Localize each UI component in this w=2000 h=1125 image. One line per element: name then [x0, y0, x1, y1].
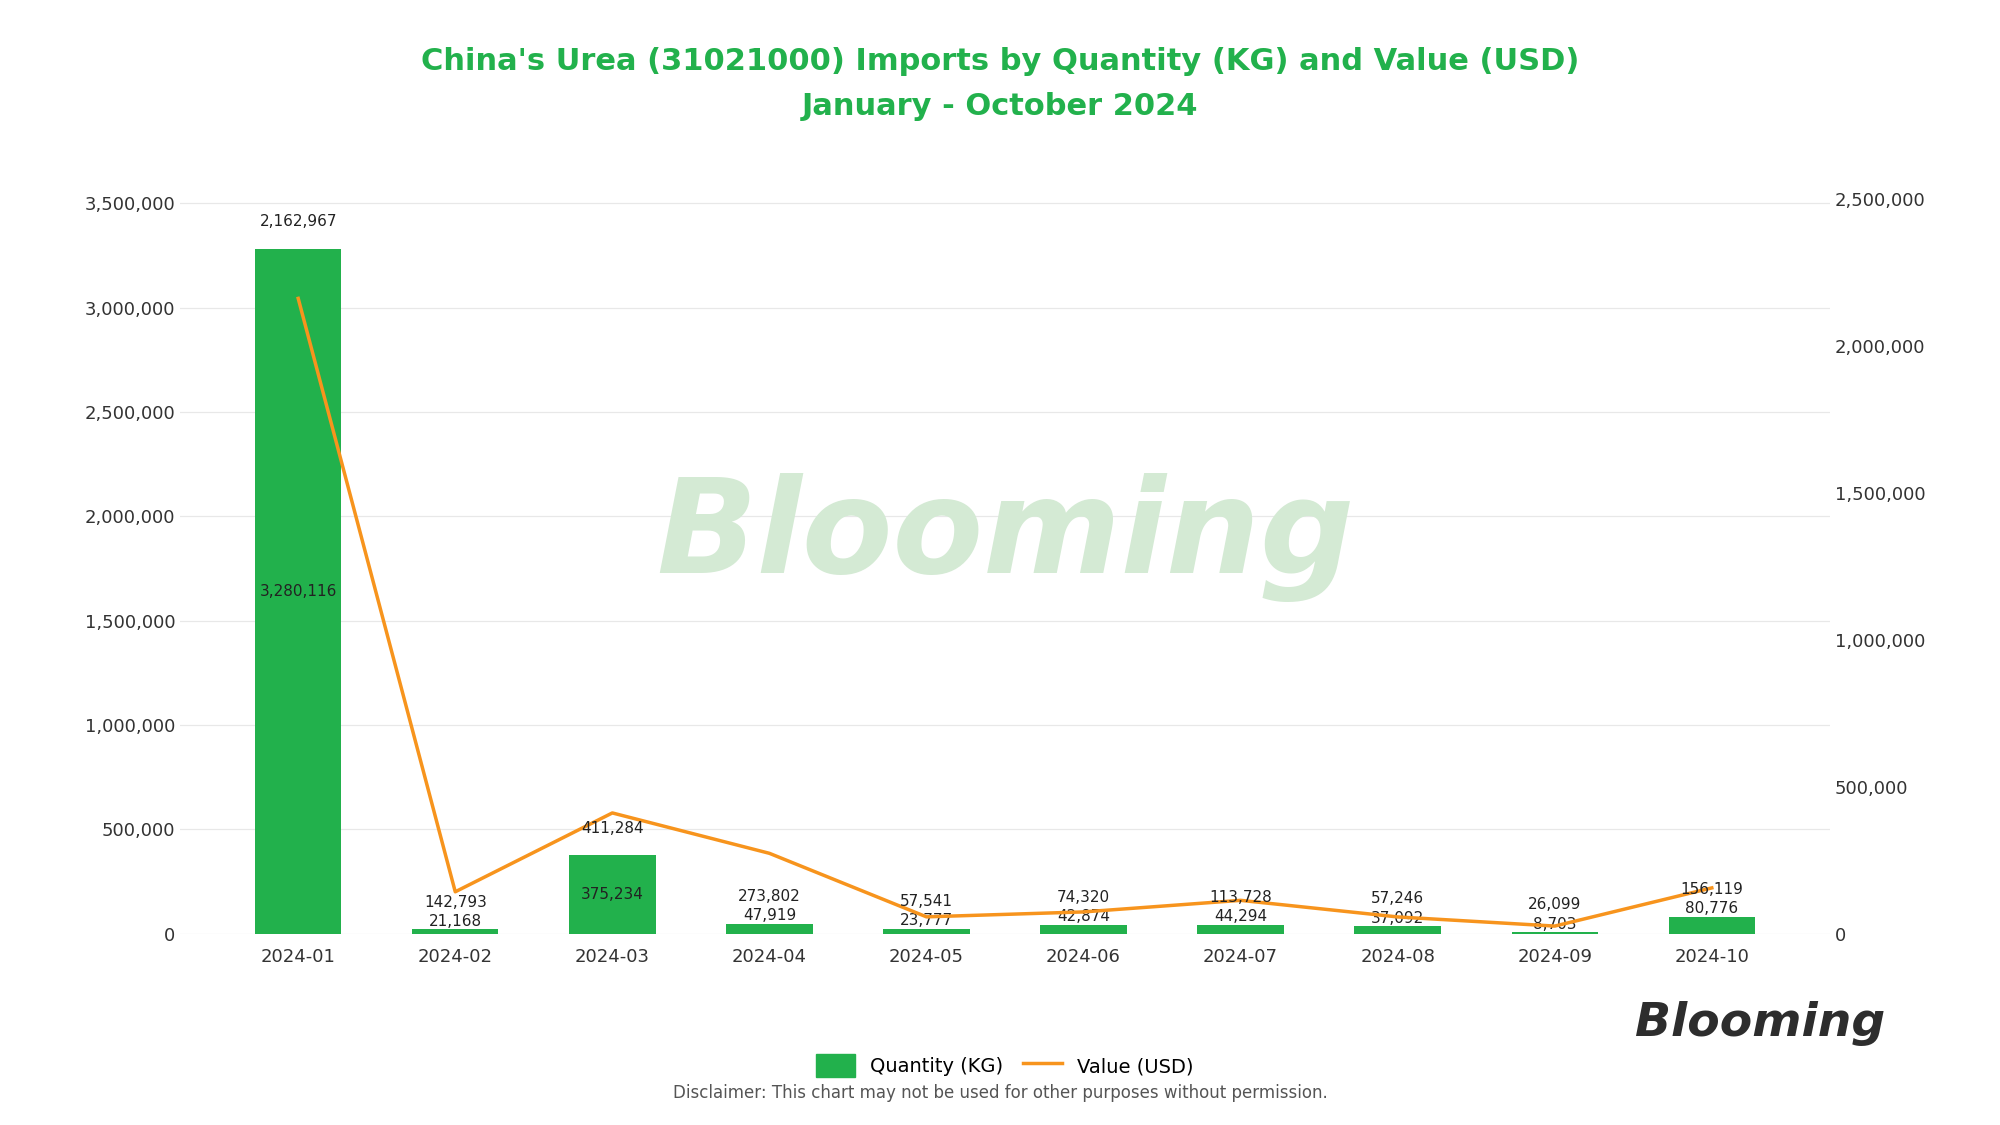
Text: 8,703: 8,703: [1532, 917, 1576, 931]
Text: 26,099: 26,099: [1528, 897, 1582, 912]
Text: 80,776: 80,776: [1686, 901, 1738, 917]
Legend: Quantity (KG), Value (USD): Quantity (KG), Value (USD): [808, 1046, 1202, 1084]
Text: 37,092: 37,092: [1372, 910, 1424, 926]
Text: 3,280,116: 3,280,116: [260, 584, 336, 598]
Bar: [1198, 925, 1284, 934]
Text: 23,777: 23,777: [900, 914, 954, 928]
Bar: [570, 855, 656, 934]
Text: Blooming: Blooming: [1634, 1001, 1886, 1046]
Bar: [412, 929, 498, 934]
Text: Blooming: Blooming: [656, 472, 1354, 602]
Text: 375,234: 375,234: [580, 888, 644, 902]
Text: January - October 2024: January - October 2024: [802, 92, 1198, 122]
Bar: [256, 249, 342, 934]
Text: 156,119: 156,119: [1680, 882, 1744, 897]
Text: 21,168: 21,168: [428, 914, 482, 929]
Text: China's Urea (31021000) Imports by Quantity (KG) and Value (USD): China's Urea (31021000) Imports by Quant…: [420, 47, 1580, 76]
Bar: [1040, 925, 1126, 934]
Bar: [1354, 926, 1440, 934]
Text: 411,284: 411,284: [582, 820, 644, 836]
Text: 2,162,967: 2,162,967: [260, 214, 336, 229]
Text: 44,294: 44,294: [1214, 909, 1268, 924]
Text: 57,541: 57,541: [900, 894, 952, 909]
Text: 47,919: 47,919: [742, 908, 796, 924]
Bar: [884, 929, 970, 934]
Text: 142,793: 142,793: [424, 894, 486, 909]
Bar: [726, 924, 812, 934]
Bar: [1668, 917, 1756, 934]
Text: 42,874: 42,874: [1058, 909, 1110, 925]
Text: 113,728: 113,728: [1210, 890, 1272, 904]
Text: 57,246: 57,246: [1372, 891, 1424, 906]
Text: 273,802: 273,802: [738, 889, 800, 903]
Text: 74,320: 74,320: [1056, 890, 1110, 904]
Bar: [1512, 932, 1598, 934]
Text: Disclaimer: This chart may not be used for other purposes without permission.: Disclaimer: This chart may not be used f…: [672, 1084, 1328, 1102]
